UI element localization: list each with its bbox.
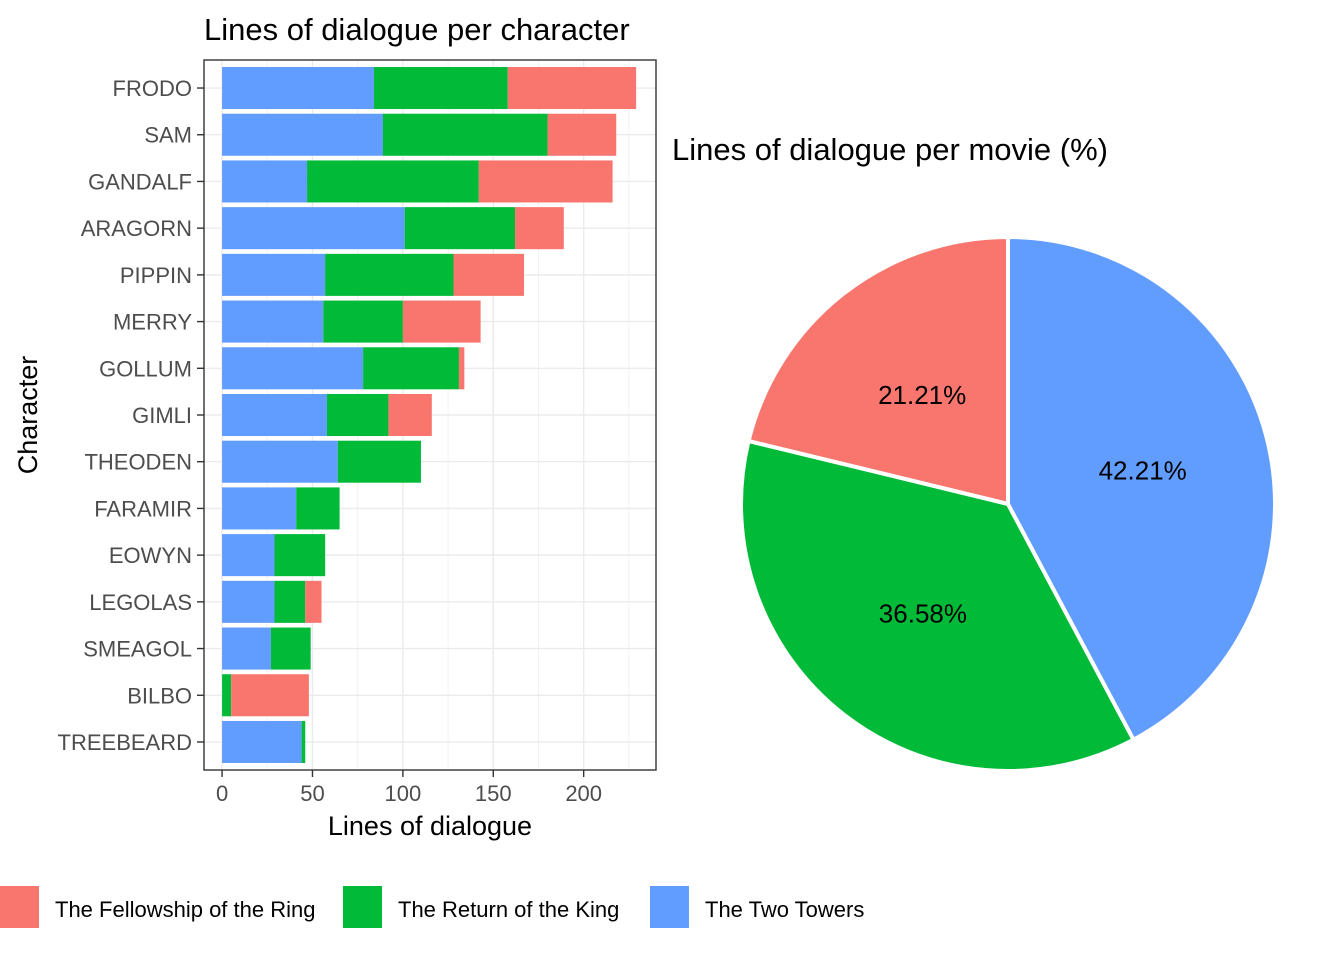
- bar-frodo-the-fellowship-of-the-ring: [507, 67, 637, 110]
- pie-label-the-two-towers: 42.21%: [1099, 455, 1187, 485]
- bar-legolas-the-fellowship-of-the-ring: [305, 580, 322, 623]
- bar-frodo-the-return-of-the-king: [373, 67, 508, 110]
- bar-legolas-the-return-of-the-king: [274, 580, 306, 623]
- bar-gandalf-the-two-towers: [222, 160, 308, 203]
- y-tick-label-legolas: LEGOLAS: [89, 590, 192, 615]
- bar-bilbo-the-return-of-the-king: [222, 674, 232, 717]
- bar-theoden-the-two-towers: [222, 440, 338, 483]
- legend-key-the-return-of-the-king: [343, 886, 382, 928]
- bar-chart-x-ticks: 0 50 100 150 200: [216, 770, 602, 806]
- bar-gimli-the-fellowship-of-the-ring: [388, 393, 432, 437]
- x-tick-label-200: 200: [565, 781, 602, 806]
- bar-gollum-the-two-towers: [222, 347, 364, 390]
- x-tick-label-150: 150: [475, 781, 512, 806]
- bar-chart-y-ticks: FRODO SAM GANDALF ARAGORN PIPPIN MERRY GOLLUM G…: [58, 76, 204, 755]
- x-tick-label-100: 100: [385, 781, 422, 806]
- y-axis-title: Character: [13, 356, 43, 475]
- bar-merry-the-return-of-the-king: [323, 300, 403, 343]
- bar-aragorn-the-two-towers: [222, 207, 405, 250]
- x-tick-label-0: 0: [216, 781, 228, 806]
- bar-sam-the-fellowship-of-the-ring: [547, 113, 617, 156]
- bar-chart-bars: [222, 67, 637, 763]
- y-tick-label-pippin: PIPPIN: [120, 263, 192, 288]
- y-tick-label-smeagol: SMEAGOL: [83, 637, 192, 662]
- y-tick-label-aragorn: ARAGORN: [81, 216, 192, 241]
- bar-sam-the-return-of-the-king: [382, 113, 548, 156]
- bar-faramir-the-return-of-the-king: [296, 487, 340, 530]
- bar-theoden-the-return-of-the-king: [337, 440, 421, 483]
- bar-gollum-the-return-of-the-king: [363, 347, 459, 390]
- y-tick-label-eowyn: EOWYN: [109, 543, 192, 568]
- y-tick-label-gandalf: GANDALF: [88, 169, 192, 194]
- y-tick-label-gimli: GIMLI: [132, 403, 192, 428]
- y-tick-label-theoden: THEODEN: [84, 450, 192, 475]
- y-tick-label-gollum: GOLLUM: [99, 356, 192, 381]
- bar-treebeard-the-return-of-the-king: [301, 720, 306, 763]
- bar-aragorn-the-fellowship-of-the-ring: [514, 207, 564, 250]
- bar-gandalf-the-fellowship-of-the-ring: [478, 160, 613, 203]
- bar-gimli-the-two-towers: [222, 393, 327, 437]
- bar-pippin-the-return-of-the-king: [325, 253, 454, 296]
- bar-chart: Lines of dialogue per character FRODO SAM…: [13, 12, 657, 841]
- y-tick-label-frodo: FRODO: [113, 76, 192, 101]
- legend-label-the-fellowship-of-the-ring: The Fellowship of the Ring: [55, 897, 315, 922]
- y-tick-label-treebeard: TREEBEARD: [58, 730, 192, 755]
- bar-pippin-the-fellowship-of-the-ring: [453, 253, 525, 296]
- bar-sam-the-two-towers: [222, 113, 383, 156]
- pie-slice-the-two-towers: [1006, 235, 1277, 742]
- pie-chart-title: Lines of dialogue per movie (%): [672, 132, 1108, 167]
- bar-smeagol-the-return-of-the-king: [270, 627, 311, 670]
- legend-label-the-return-of-the-king: The Return of the King: [398, 897, 619, 922]
- bar-pippin-the-two-towers: [222, 253, 326, 296]
- y-tick-label-bilbo: BILBO: [127, 683, 192, 708]
- pie-chart-labels: 21.21% 36.58% 42.21%: [878, 380, 1187, 629]
- pie-slice-the-return-of-the-king: [739, 439, 1136, 773]
- bar-smeagol-the-two-towers: [222, 627, 271, 670]
- bar-aragorn-the-return-of-the-king: [404, 207, 515, 250]
- bar-frodo-the-two-towers: [222, 67, 374, 110]
- bar-treebeard-the-two-towers: [222, 720, 302, 763]
- legend: The Fellowship of the Ring The Return of …: [0, 886, 864, 928]
- bar-eowyn-the-two-towers: [222, 534, 275, 577]
- pie-label-the-return-of-the-king: 36.58%: [879, 599, 967, 629]
- legend-key-the-fellowship-of-the-ring: [0, 886, 39, 928]
- pie-chart: Lines of dialogue per movie (%) 21.21% 36…: [672, 132, 1277, 773]
- bar-gimli-the-return-of-the-king: [326, 393, 389, 437]
- legend-key-the-two-towers: [650, 886, 689, 928]
- bar-bilbo-the-fellowship-of-the-ring: [231, 674, 309, 717]
- bar-eowyn-the-return-of-the-king: [274, 534, 326, 577]
- y-tick-label-sam: SAM: [144, 123, 192, 148]
- x-axis-title: Lines of dialogue: [328, 811, 532, 841]
- bar-chart-title: Lines of dialogue per character: [204, 12, 630, 47]
- y-tick-label-merry: MERRY: [113, 310, 192, 335]
- bar-merry-the-two-towers: [222, 300, 324, 343]
- bar-gandalf-the-return-of-the-king: [307, 160, 479, 203]
- pie-slice-the-fellowship-of-the-ring: [746, 235, 1010, 506]
- pie-label-the-fellowship-of-the-ring: 21.21%: [878, 380, 966, 410]
- pie-chart-slices: [739, 235, 1277, 773]
- bar-faramir-the-two-towers: [222, 487, 297, 530]
- bar-merry-the-fellowship-of-the-ring: [402, 300, 481, 343]
- bar-legolas-the-two-towers: [222, 580, 275, 623]
- y-tick-label-faramir: FARAMIR: [94, 496, 192, 521]
- legend-label-the-two-towers: The Two Towers: [705, 897, 864, 922]
- x-tick-label-50: 50: [300, 781, 324, 806]
- bar-gollum-the-fellowship-of-the-ring: [458, 347, 465, 390]
